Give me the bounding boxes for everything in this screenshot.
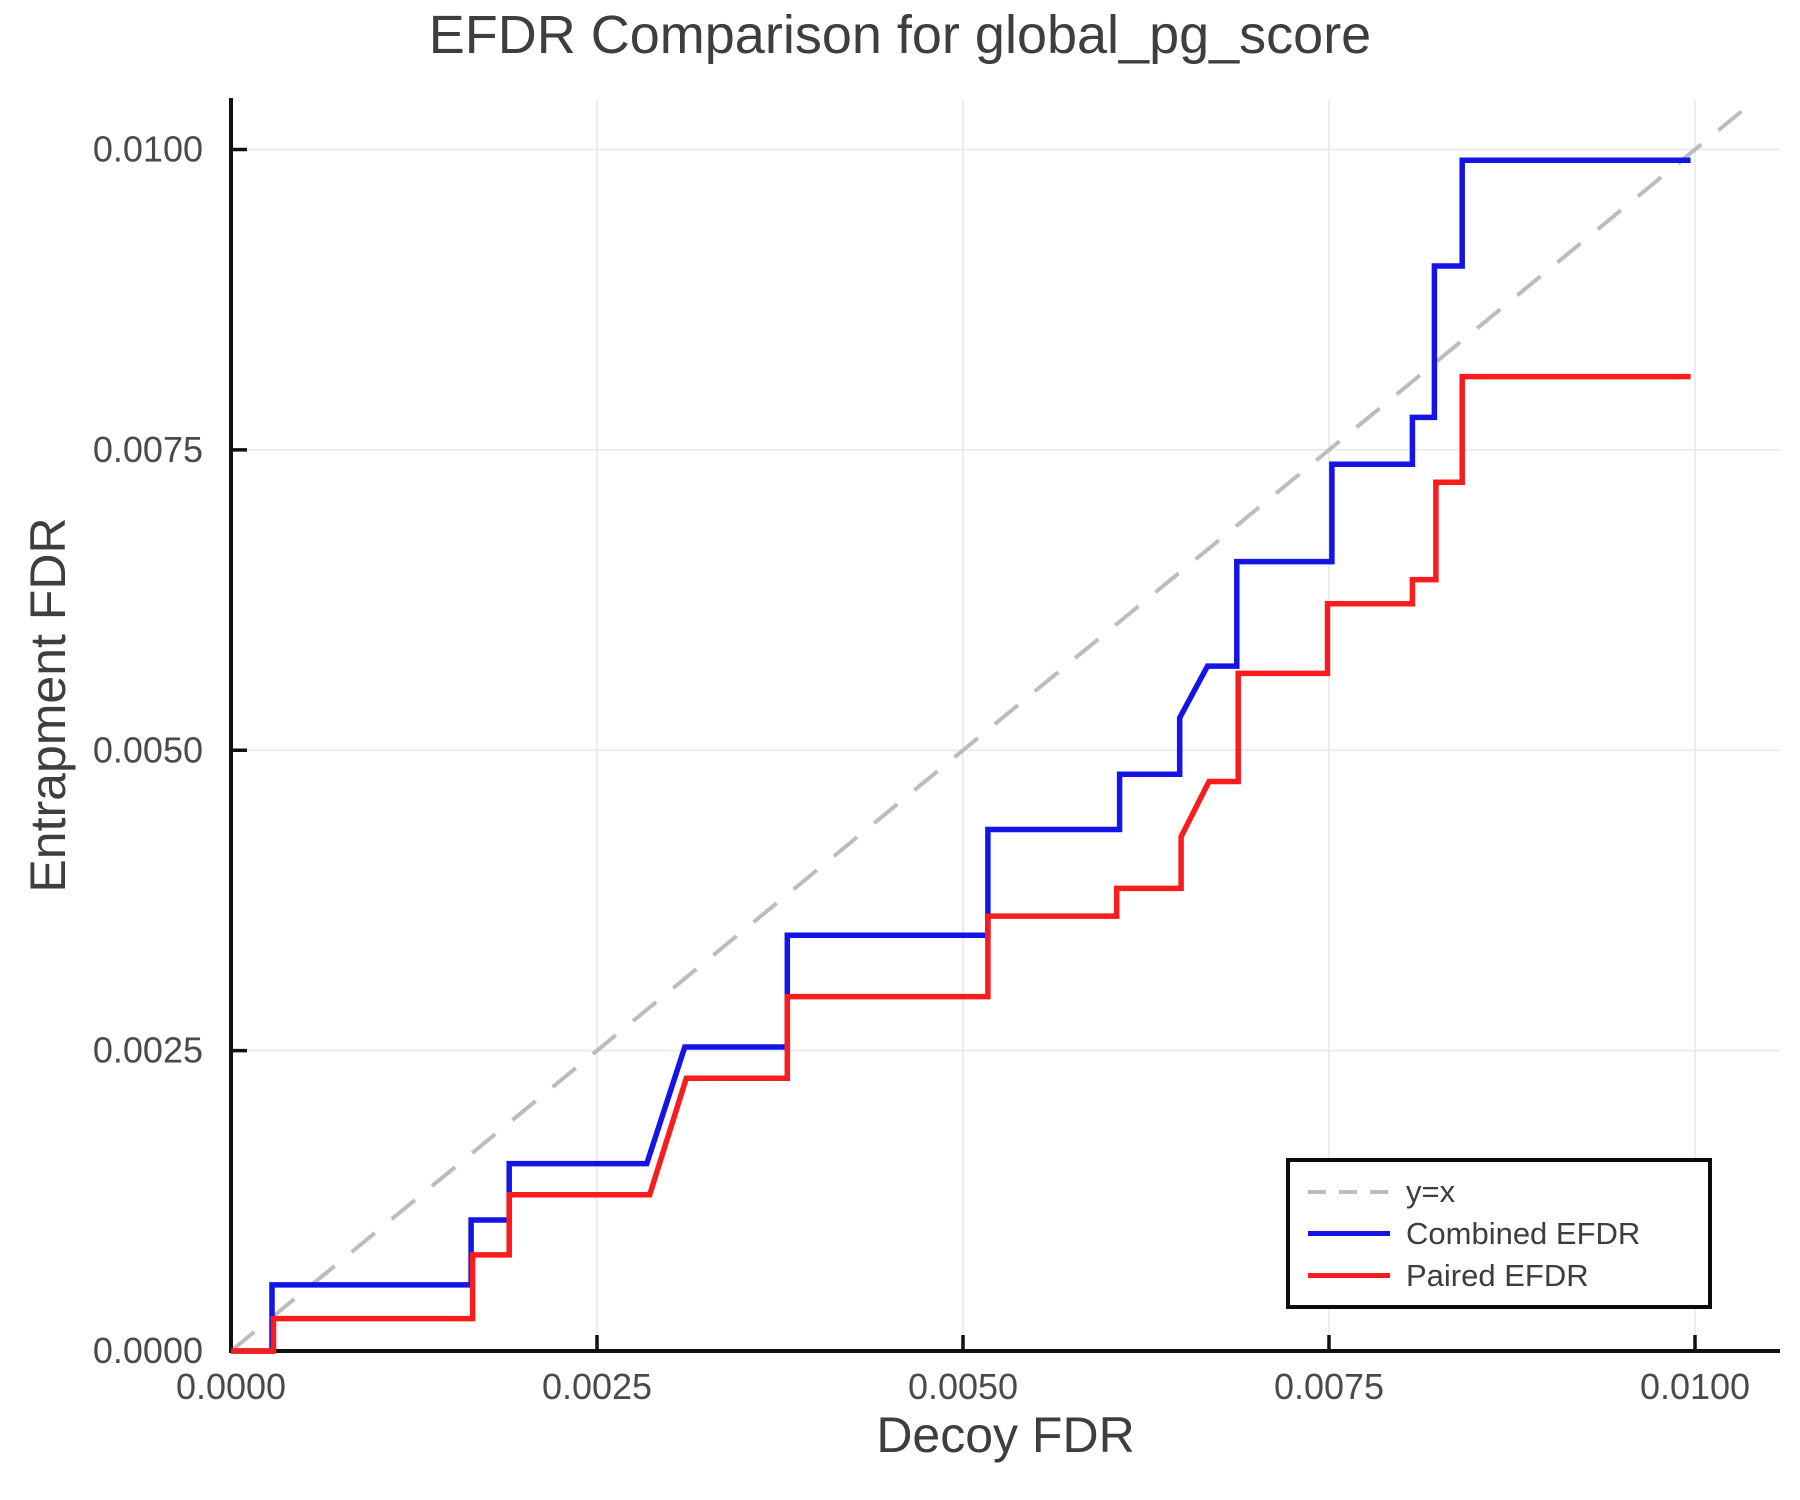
y-tick-label: 0.0025	[93, 1030, 203, 1071]
y-axis-label: Entrapment FDR	[20, 517, 76, 893]
x-tick-label: 0.0100	[1640, 1366, 1750, 1407]
identity-line-sample	[1308, 1189, 1390, 1194]
series-combined-efdr	[231, 157, 1691, 1354]
legend-label: Paired EFDR	[1406, 1258, 1589, 1293]
x-tick-label: 0.0050	[908, 1366, 1018, 1407]
legend-item-paired: Paired EFDR	[1308, 1255, 1708, 1297]
x-tick-label: 0.0000	[176, 1366, 286, 1407]
legend-item-combined: Combined EFDR	[1308, 1213, 1708, 1255]
legend-item-identity: y=x	[1308, 1171, 1708, 1213]
x-axis-label: Decoy FDR	[876, 1407, 1135, 1463]
y-tick-label: 0.0075	[93, 429, 203, 470]
y-tick-label: 0.0100	[93, 129, 203, 170]
series-paired-efdr	[231, 373, 1691, 1354]
legend: y=x Combined EFDR Paired EFDR	[1286, 1158, 1712, 1309]
combined-line-sample	[1308, 1231, 1390, 1236]
legend-label: y=x	[1406, 1174, 1456, 1209]
x-tick-label: 0.0025	[542, 1366, 652, 1407]
legend-label: Combined EFDR	[1406, 1216, 1641, 1251]
x-tick-label: 0.0075	[1274, 1366, 1384, 1407]
chart-title: EFDR Comparison for global_pg_score	[428, 5, 1372, 65]
identity-line	[229, 98, 1757, 1353]
y-tick-label: 0.0050	[93, 729, 203, 770]
paired-line-sample	[1308, 1273, 1390, 1278]
y-tick-label: 0.0000	[93, 1330, 203, 1371]
